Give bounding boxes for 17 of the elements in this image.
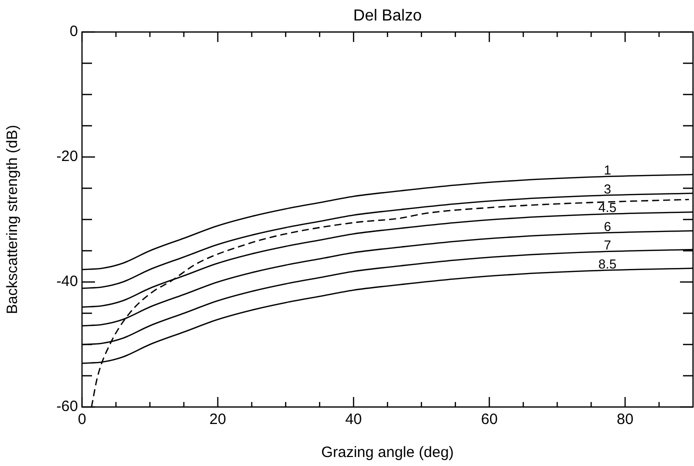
series-label: 3 bbox=[604, 181, 612, 196]
y-tick-label: -20 bbox=[56, 148, 78, 166]
x-tick-label: 40 bbox=[345, 411, 362, 428]
y-axis-title: Backscattering strength (dB) bbox=[4, 124, 22, 314]
series-label: 4.5 bbox=[598, 200, 616, 216]
y-tick-label: -60 bbox=[56, 398, 78, 416]
series-label: 8.5 bbox=[598, 256, 616, 272]
y-tick-label: 0 bbox=[70, 23, 78, 40]
series-label: 6 bbox=[604, 218, 612, 234]
series-label: 7 bbox=[604, 238, 612, 253]
x-tick-label: 80 bbox=[616, 411, 634, 428]
x-tick-label: 60 bbox=[480, 411, 498, 428]
x-tick-label: 20 bbox=[209, 411, 226, 428]
y-tick-label: -40 bbox=[56, 273, 78, 290]
series-label: 1 bbox=[604, 162, 612, 178]
x-axis-title: Grazing angle (deg) bbox=[321, 444, 454, 462]
chart-title: Del Balzo bbox=[353, 7, 422, 24]
